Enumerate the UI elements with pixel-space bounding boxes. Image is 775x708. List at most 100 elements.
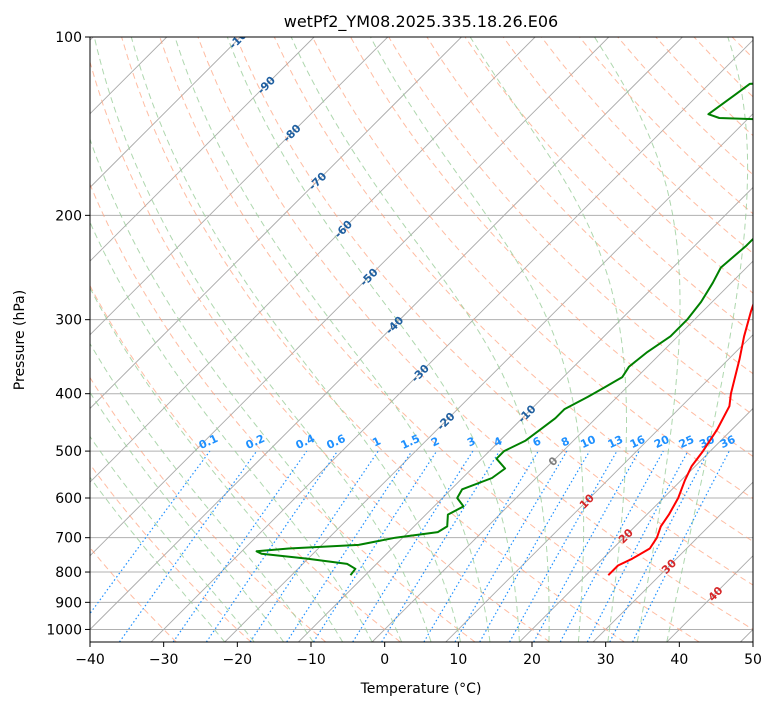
dry-adiabat [693, 37, 753, 98]
isotherm-line [90, 37, 610, 557]
moist-adiabat [90, 342, 314, 642]
mixing-ratio-label-17: 36 [718, 433, 738, 451]
dry-adiabat [311, 37, 753, 500]
x-tick-label-6: 20 [523, 652, 541, 668]
moist-adiabat [594, 37, 681, 642]
dewpoint-series-line [255, 82, 753, 576]
moist-adiabat [469, 37, 627, 642]
plot-clip-group: 0.1 0.2 0.4 0.6 1 1.5 2 3 4 6 8 10 13 16 20 25 30 36-100-… [90, 37, 775, 642]
y-tick-label-5: 600 [55, 491, 82, 507]
mixing-ratio-line [205, 450, 338, 642]
y-tick-label-8: 900 [55, 595, 82, 611]
dry-adiabat [197, 37, 753, 630]
x-axis-label: Temperature (°C) [360, 681, 482, 697]
x-tick-label-9: 50 [744, 652, 762, 668]
moist-adiabat [90, 286, 344, 642]
dry-adiabat [235, 37, 753, 586]
x-tick-label-7: 30 [597, 652, 615, 668]
isotherm-label-11: 10 [577, 491, 597, 511]
mixing-ratio-line [172, 450, 308, 642]
y-tick-label-2: 300 [55, 313, 82, 329]
x-tick-label-4: 0 [380, 652, 389, 668]
plot-area: 0.1 0.2 0.4 0.6 1 1.5 2 3 4 6 8 10 13 16 20 25 30 36-100-… [90, 37, 775, 642]
dry-adiabat [90, 284, 401, 642]
moist-adiabat [226, 37, 520, 642]
mixing-ratio-label-15: 25 [677, 433, 696, 451]
moist-adiabat [130, 37, 461, 642]
mixing-ratio-line [533, 450, 640, 642]
moist-adiabat [666, 37, 749, 642]
dry-adiabat [273, 37, 753, 543]
isotherm-line [224, 113, 753, 642]
y-tick-label-7: 800 [55, 565, 82, 581]
mixing-ratio-line [381, 450, 501, 642]
isotherm-label-10: 0 [546, 454, 561, 469]
mixing-ratio-line [632, 450, 730, 642]
dry-adiabat [90, 376, 327, 642]
mixing-ratio-label-4: 1 [370, 434, 382, 449]
mixing-ratio-line [249, 450, 379, 642]
mixing-ratio-label-0: 0.1 [197, 432, 220, 452]
x-tick-label-1: −30 [149, 652, 179, 668]
y-tick-label-6: 700 [55, 531, 82, 547]
dry-adiabat [617, 37, 753, 176]
y-tick-label-1: 200 [55, 208, 82, 224]
mixing-ratio-line [312, 450, 438, 642]
x-tick-label-5: 10 [449, 652, 467, 668]
x-tick-label-8: 40 [670, 652, 688, 668]
isotherm-label-8: -20 [434, 410, 457, 433]
y-tick-label-4: 500 [55, 444, 82, 460]
mixing-ratio-line [286, 450, 413, 642]
dry-adiabat [770, 37, 775, 642]
mixing-ratio-label-7: 3 [465, 434, 477, 449]
moist-adiabat [290, 37, 550, 642]
isotherm-label-9: -10 [515, 402, 538, 425]
moist-adiabat [90, 137, 403, 642]
dry-adiabat [464, 37, 753, 334]
moist-adiabat [174, 37, 491, 642]
isotherm-label-3: -70 [306, 170, 329, 193]
isotherm-line [90, 37, 241, 189]
dry-adiabat [655, 37, 753, 137]
mixing-ratio-line [586, 450, 689, 642]
mixing-ratio-line [119, 450, 258, 642]
dry-adiabat [90, 463, 252, 642]
moist-adiabat [370, 37, 585, 642]
isotherm-label-6: -40 [383, 314, 406, 337]
isotherm-line [90, 37, 462, 410]
isotherm-label-2: -80 [280, 122, 303, 145]
x-tick-label-3: −10 [296, 652, 326, 668]
isotherm-line [666, 555, 753, 642]
mixing-ratio-label-13: 16 [628, 433, 648, 451]
plot-frame [89, 36, 754, 643]
isotherm-label-13: 30 [659, 556, 679, 576]
y-tick-label-9: 1000 [46, 622, 82, 638]
dry-adiabat [350, 37, 753, 458]
y-axis-label: Pressure (hPa) [12, 290, 28, 390]
y-tick-label-3: 400 [55, 387, 82, 403]
isotherm-label-14: 40 [706, 584, 726, 604]
dry-adiabat [388, 37, 753, 416]
moist-adiabat [90, 476, 226, 642]
mixing-ratio-line [90, 450, 211, 615]
isotherm-label-1: -90 [255, 74, 278, 97]
mixing-ratio-label-2: 0.4 [294, 432, 317, 452]
mixing-ratio-label-14: 20 [652, 433, 672, 451]
dry-adiabat [121, 37, 625, 642]
mixing-ratio-line [559, 450, 664, 642]
dry-adiabat [502, 37, 753, 294]
chart-title: wetPf2_YM08.2025.335.18.26.E06 [284, 12, 558, 32]
moist-adiabat [90, 435, 255, 642]
mixing-ratio-label-12: 13 [606, 433, 625, 451]
x-tick-label-2: −20 [223, 652, 253, 668]
mixing-ratio-line [509, 450, 618, 642]
mixing-ratio-label-11: 10 [578, 433, 598, 451]
isotherm-line [371, 260, 753, 642]
isotherm-line [445, 334, 753, 642]
x-tick-label-0: −40 [75, 652, 105, 668]
isotherm-line [519, 407, 753, 642]
dry-adiabat [90, 60, 551, 642]
isotherm-line [592, 481, 753, 642]
isotherm-line [90, 37, 683, 631]
